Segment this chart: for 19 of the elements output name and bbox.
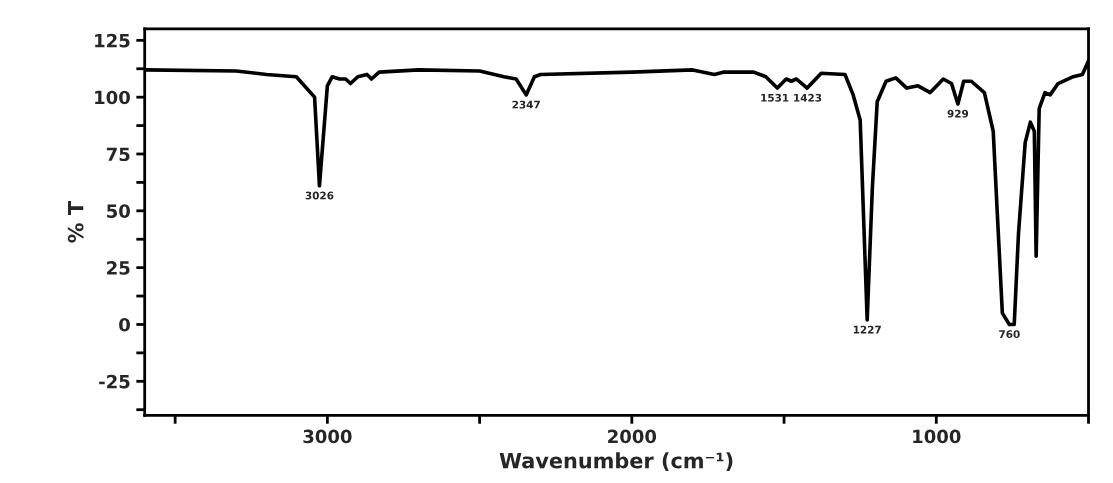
y-tick-label: 0 [119, 317, 130, 332]
y-tick-label: 100 [95, 90, 130, 105]
x-tick-label: 2000 [608, 429, 657, 444]
annotation: 3026 [305, 191, 334, 200]
y-tick-label: 125 [95, 33, 130, 48]
y-tick-label: -25 [99, 374, 130, 389]
annotation: 929 [947, 109, 969, 118]
y-tick-label: 75 [106, 147, 130, 162]
annotation: 760 [999, 330, 1020, 339]
y-tick-label: 50 [107, 204, 130, 218]
annotation: 2347 [512, 100, 540, 109]
x-axis-title: Wavenumber (cm⁻¹) [499, 452, 733, 471]
annotation: 1423 [794, 93, 822, 102]
annotation: 1227 [853, 325, 881, 334]
x-tick-label: 1000 [913, 429, 961, 444]
y-tick-label: 25 [107, 261, 130, 275]
x-tick-label: 3000 [303, 429, 352, 444]
y-axis-title: % T [67, 201, 84, 243]
annotation: 1531 [761, 93, 789, 102]
